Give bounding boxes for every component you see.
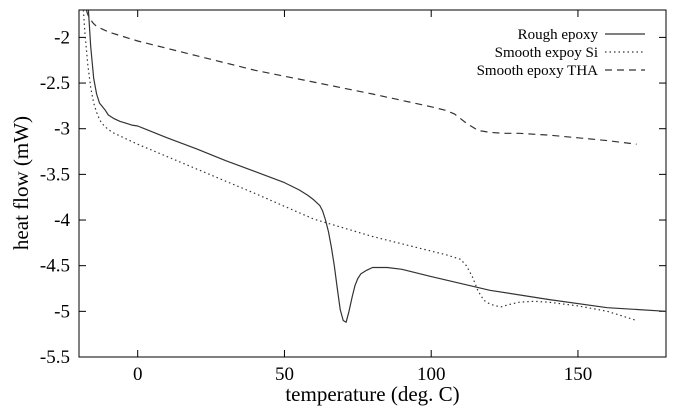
y-tick-label: -3.5 [40,164,70,185]
y-tick-label: -4.5 [40,256,70,277]
y-tick-label: -2.5 [40,73,70,94]
y-tick-label: -2 [54,27,70,48]
y-tick-label: -5 [54,301,70,322]
series-layer [82,10,666,323]
y-tick-label: -4 [54,210,70,231]
series-line [82,10,637,322]
series-line [87,10,666,323]
y-axis-title: heat flow (mW) [9,116,33,250]
x-tick-label: 50 [275,364,294,385]
x-tick-label: 100 [417,364,446,385]
x-axis-title: temperature (deg. C) [285,382,459,406]
legend: Rough epoxy Smooth expoy Si Smooth epoxy T… [477,27,645,79]
plot-frame [78,9,667,358]
x-tick-label: 0 [133,364,143,385]
y-tick-label: -3 [54,119,70,140]
y-tick-label: -5.5 [40,347,70,368]
axis-ticks: 0 50 100 150 -5.5 -5 -4.5 -4 -3.5 -3 -2.5 -2 [40,10,666,385]
legend-label: Rough epoxy [518,27,599,43]
legend-label: Smooth expoy Si [495,45,598,61]
legend-label: Smooth epoxy THA [477,63,599,79]
x-tick-label: 150 [564,364,593,385]
